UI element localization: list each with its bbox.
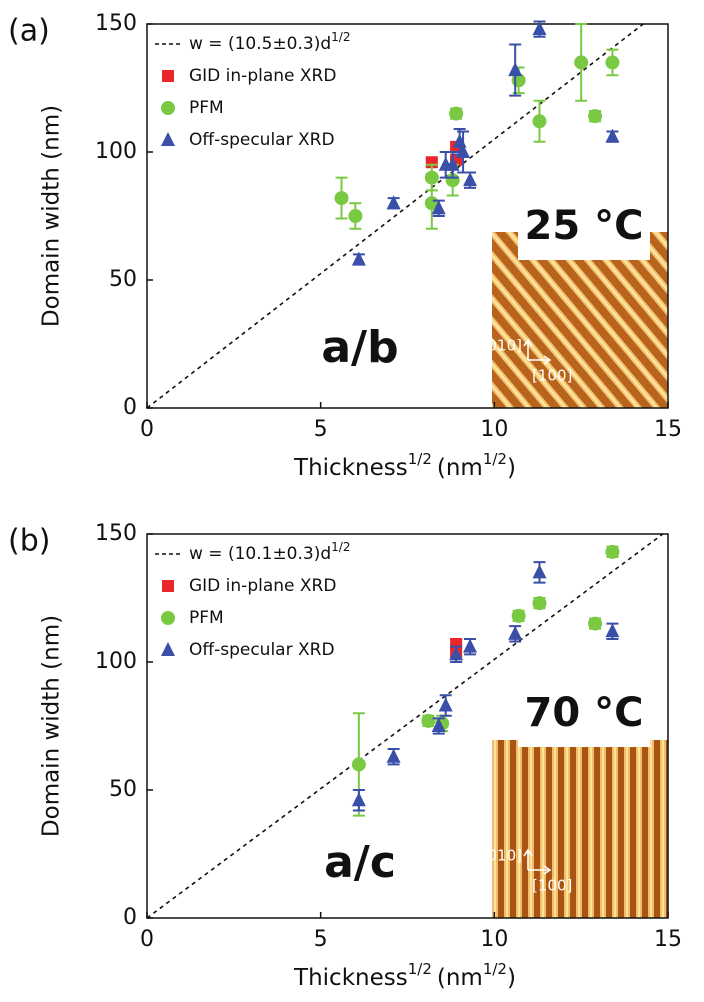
text-part: 1/2	[483, 450, 507, 468]
data-point	[508, 62, 522, 76]
data-point	[387, 749, 401, 763]
x-tick-label: 15	[654, 927, 682, 952]
x-tick-label: 0	[140, 927, 154, 952]
direction-label: [010]	[482, 847, 522, 865]
text-part: 1/2	[483, 960, 507, 978]
legend-marker	[161, 611, 175, 625]
data-point	[532, 564, 546, 578]
text-part: 1/2	[408, 450, 432, 468]
y-tick-label: 50	[109, 267, 137, 292]
text-part: 1/2	[408, 960, 432, 978]
text-part: w = (10.1±0.3)d	[189, 544, 331, 564]
x-axis-label: Thickness1/2(nm1/2)	[293, 450, 516, 481]
phase-label: a/b	[321, 322, 398, 373]
data-point	[532, 596, 546, 610]
data-point	[421, 714, 435, 728]
y-axis-label: Domain width (nm)	[39, 105, 65, 327]
text-part: w = (10.5±0.3)d	[189, 34, 331, 54]
y-tick-label: 150	[95, 521, 137, 546]
panel-label: (a)	[8, 14, 50, 49]
direction-label: [100]	[532, 877, 572, 895]
data-point	[463, 172, 477, 186]
x-tick-label: 0	[140, 417, 154, 442]
legend-label: Off-specular XRD	[189, 130, 335, 150]
figure: 25 °C[010][100]a/b051015050100150Thickne…	[0, 0, 704, 998]
legend-marker	[161, 132, 175, 146]
text-part: Thickness	[293, 965, 408, 991]
inset-image	[492, 740, 668, 918]
x-axis-label: Thickness1/2(nm1/2)	[293, 960, 516, 991]
data-point	[352, 792, 366, 806]
legend-label: PFM	[189, 608, 224, 628]
legend-label: Off-specular XRD	[189, 640, 335, 660]
y-tick-label: 100	[95, 139, 137, 164]
text-part: 1/2	[331, 30, 350, 44]
text-part: )	[507, 455, 516, 481]
data-point	[532, 114, 546, 128]
legend-marker	[162, 580, 174, 592]
legend-label: PFM	[189, 98, 224, 118]
legend-label: GID in-plane XRD	[189, 66, 336, 86]
phase-label: a/c	[324, 837, 396, 888]
legend-marker	[161, 642, 175, 656]
x-tick-label: 10	[480, 927, 508, 952]
data-point	[512, 609, 526, 623]
x-tick-label: 5	[314, 417, 328, 442]
y-tick-label: 150	[95, 11, 137, 36]
data-point	[439, 698, 453, 712]
text-part: (nm	[437, 455, 483, 481]
data-point	[574, 55, 588, 69]
data-point	[605, 55, 619, 69]
y-axis-label: Domain width (nm)	[39, 615, 65, 837]
data-point	[588, 617, 602, 631]
data-point	[348, 209, 362, 223]
temperature-label: 25 °C	[525, 203, 644, 249]
temperature-label: 70 °C	[525, 690, 644, 736]
legend-marker	[162, 70, 174, 82]
data-point	[449, 107, 463, 121]
text-part: )	[507, 965, 516, 991]
legend-label: w = (10.5±0.3)d1/2	[189, 30, 350, 55]
data-point	[425, 171, 439, 185]
text-part: 1/2	[331, 540, 350, 554]
y-tick-label: 50	[109, 777, 137, 802]
legend-marker	[161, 101, 175, 115]
data-point	[508, 626, 522, 640]
data-point	[588, 109, 602, 123]
data-point	[352, 757, 366, 771]
direction-label: [100]	[532, 367, 572, 385]
text-part: (nm	[437, 965, 483, 991]
direction-label: [010]	[482, 337, 522, 355]
data-point	[605, 623, 619, 637]
data-point	[605, 545, 619, 559]
y-tick-label: 100	[95, 649, 137, 674]
x-tick-label: 10	[480, 417, 508, 442]
y-tick-label: 0	[123, 905, 137, 930]
x-tick-label: 5	[314, 927, 328, 952]
panel-label: (b)	[8, 524, 50, 559]
legend-label: w = (10.1±0.3)d1/2	[189, 540, 350, 565]
data-point	[453, 134, 467, 148]
legend-label: GID in-plane XRD	[189, 576, 336, 596]
text-part: Thickness	[293, 455, 408, 481]
data-point	[335, 191, 349, 205]
data-point	[532, 21, 546, 35]
y-tick-label: 0	[123, 395, 137, 420]
x-tick-label: 15	[654, 417, 682, 442]
data-point	[463, 639, 477, 653]
